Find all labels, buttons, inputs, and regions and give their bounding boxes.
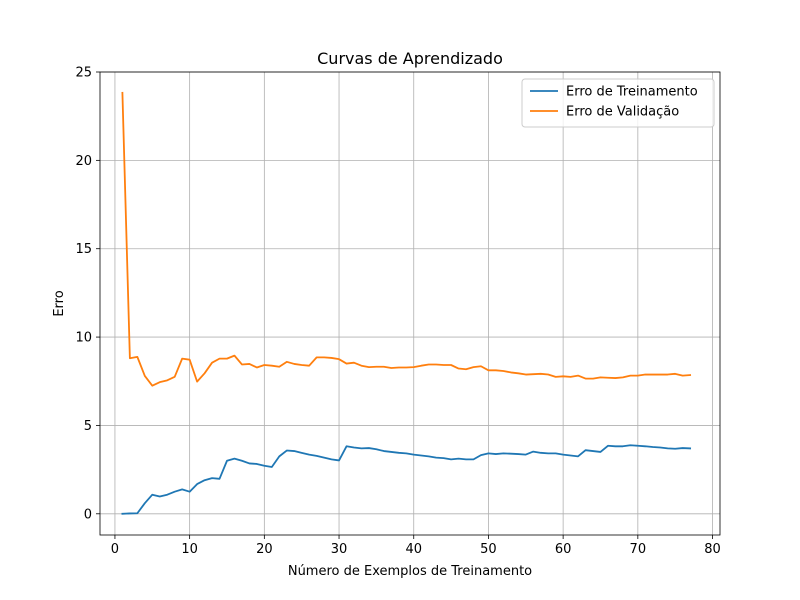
y-tick-label: 0 [84,507,92,522]
plot-frame [99,71,721,536]
legend: Erro de Treinamento Erro de Validação [521,78,715,128]
x-tick-label: 70 [630,542,647,557]
x-tick-label: 20 [256,542,273,557]
series-layer [121,91,692,515]
y-tick-label: 20 [75,154,92,169]
x-tick-label: 80 [704,542,721,557]
y-tick-label: 25 [75,66,92,81]
chart-title: Curvas de Aprendizado [317,49,503,68]
y-tick-label: 5 [84,419,92,434]
validation-error-line [121,91,692,387]
x-tick-label: 10 [181,542,198,557]
x-tick-label: 30 [331,542,348,557]
x-tick-label: 60 [555,542,572,557]
y-tick-label: 15 [75,242,92,257]
training-error-line [121,444,692,515]
y-axis-title: Erro [52,290,67,316]
axis-ticks: 0 10 20 30 40 50 60 70 80 0 5 10 15 20 25 [75,66,720,558]
x-tick-label: 40 [405,542,422,557]
x-tick-label: 50 [480,542,497,557]
legend-label: Erro de Treinamento [566,85,698,100]
x-axis-title: Número de Exemplos de Treinamento [288,564,532,579]
x-tick-label: 0 [111,542,119,557]
legend-label: Erro de Validação [566,105,679,120]
y-tick-label: 10 [75,331,92,346]
legend-box [521,78,715,128]
